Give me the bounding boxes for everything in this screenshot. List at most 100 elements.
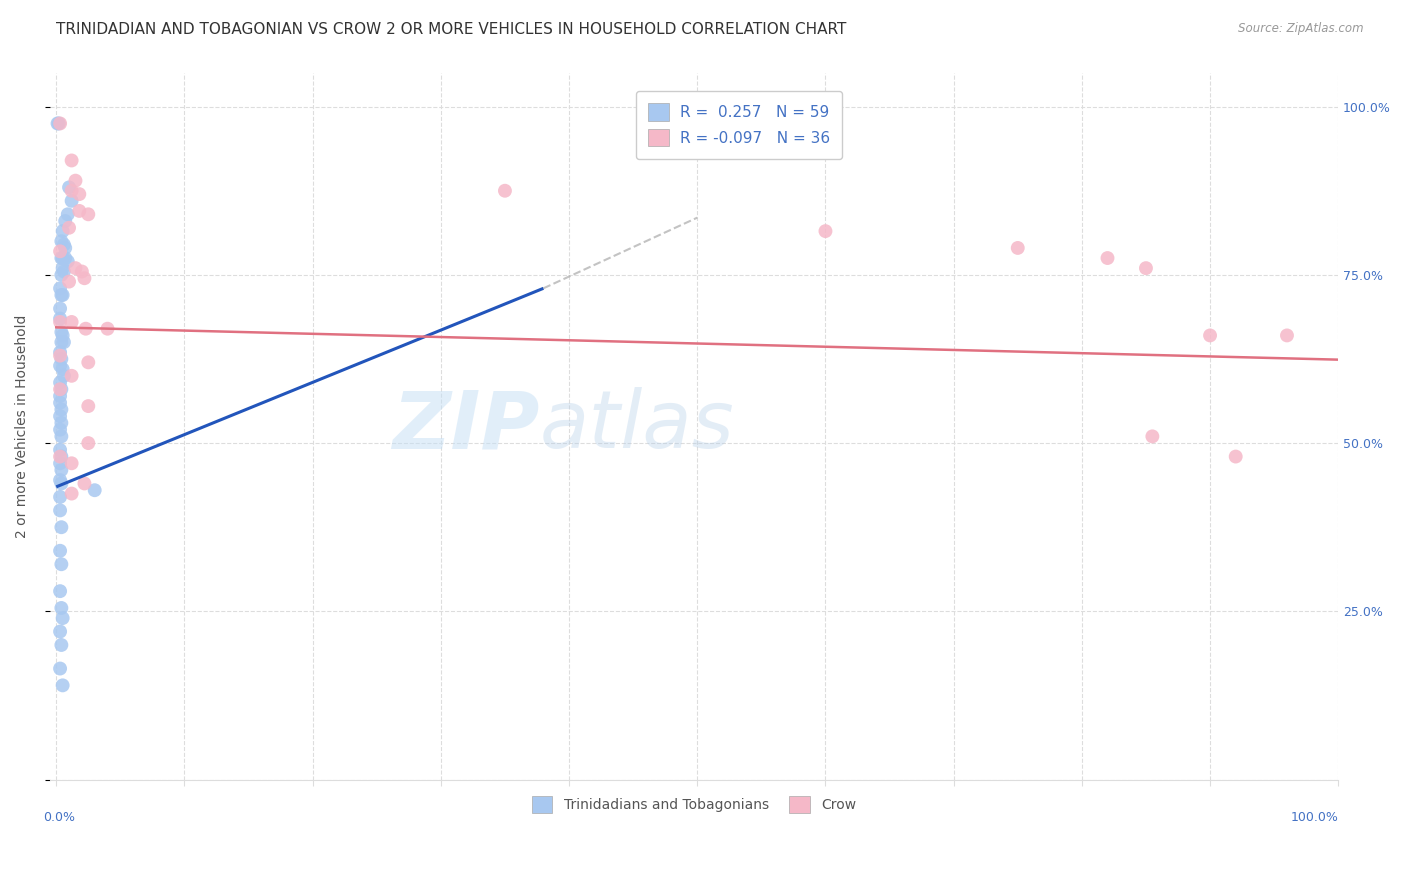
Point <box>49 442 72 457</box>
Point <box>51 325 73 339</box>
Point <box>1142 429 1164 443</box>
Point <box>51 351 73 366</box>
Point <box>49 389 72 403</box>
Point <box>60 184 83 198</box>
Point <box>51 416 73 430</box>
Point <box>52 328 75 343</box>
Point <box>77 436 100 450</box>
Point <box>49 409 72 424</box>
Point <box>52 251 75 265</box>
Point <box>49 473 72 487</box>
Point <box>52 288 75 302</box>
Point <box>60 153 83 168</box>
Point <box>83 483 105 498</box>
Point <box>51 335 73 350</box>
Point <box>53 214 76 228</box>
Point <box>49 624 72 639</box>
Text: ZIP: ZIP <box>392 387 540 466</box>
Point <box>52 362 75 376</box>
Point <box>51 601 73 615</box>
Point <box>96 321 118 335</box>
Point <box>49 311 72 326</box>
Text: 100.0%: 100.0% <box>1291 812 1339 824</box>
Point <box>49 315 72 329</box>
Point <box>51 382 73 396</box>
Point <box>49 490 72 504</box>
Point <box>58 180 80 194</box>
Point <box>60 368 83 383</box>
Point <box>49 503 72 517</box>
Point <box>56 207 79 221</box>
Point <box>49 543 72 558</box>
Point <box>60 486 83 500</box>
Point <box>49 661 72 675</box>
Point <box>49 359 72 373</box>
Point <box>60 315 83 329</box>
Point <box>51 520 73 534</box>
Point <box>46 116 69 130</box>
Point <box>60 194 83 208</box>
Point <box>56 254 79 268</box>
Point <box>51 463 73 477</box>
Point <box>51 402 73 417</box>
Point <box>52 224 75 238</box>
Point <box>51 268 73 282</box>
Point <box>73 271 96 285</box>
Point <box>51 558 73 572</box>
Point <box>52 368 75 383</box>
Text: TRINIDADIAN AND TOBAGONIAN VS CROW 2 OR MORE VEHICLES IN HOUSEHOLD CORRELATION C: TRINIDADIAN AND TOBAGONIAN VS CROW 2 OR … <box>56 22 846 37</box>
Point <box>53 241 76 255</box>
Point <box>1225 450 1247 464</box>
Point <box>51 251 73 265</box>
Point <box>49 301 72 316</box>
Text: Source: ZipAtlas.com: Source: ZipAtlas.com <box>1239 22 1364 36</box>
Point <box>51 638 73 652</box>
Point <box>51 288 73 302</box>
Point <box>49 450 72 464</box>
Point <box>814 224 837 238</box>
Point <box>49 349 72 363</box>
Point <box>51 476 73 491</box>
Point <box>51 234 73 248</box>
Point <box>52 237 75 252</box>
Point <box>51 429 73 443</box>
Point <box>52 611 75 625</box>
Point <box>48 116 70 130</box>
Point <box>65 261 87 276</box>
Point <box>49 423 72 437</box>
Point <box>60 456 83 470</box>
Text: 0.0%: 0.0% <box>44 812 76 824</box>
Point <box>70 264 93 278</box>
Point <box>58 220 80 235</box>
Point <box>1097 251 1119 265</box>
Point <box>77 355 100 369</box>
Point <box>49 281 72 295</box>
Point <box>1199 328 1222 343</box>
Point <box>494 184 516 198</box>
Point <box>52 264 75 278</box>
Point <box>65 174 87 188</box>
Point <box>58 275 80 289</box>
Point <box>52 678 75 692</box>
Text: atlas: atlas <box>540 387 734 466</box>
Y-axis label: 2 or more Vehicles in Household: 2 or more Vehicles in Household <box>15 315 30 538</box>
Point <box>77 207 100 221</box>
Point <box>49 382 72 396</box>
Point <box>1007 241 1029 255</box>
Point <box>49 584 72 599</box>
Point <box>73 476 96 491</box>
Point <box>52 261 75 276</box>
Point <box>49 395 72 409</box>
Point <box>1275 328 1298 343</box>
Point <box>67 203 90 218</box>
Point <box>49 456 72 470</box>
Point <box>49 116 72 130</box>
Point <box>67 187 90 202</box>
Point <box>51 450 73 464</box>
Point <box>49 244 72 259</box>
Point <box>1135 261 1157 276</box>
Point <box>77 399 100 413</box>
Point <box>75 321 97 335</box>
Point <box>49 376 72 390</box>
Point <box>53 251 76 265</box>
